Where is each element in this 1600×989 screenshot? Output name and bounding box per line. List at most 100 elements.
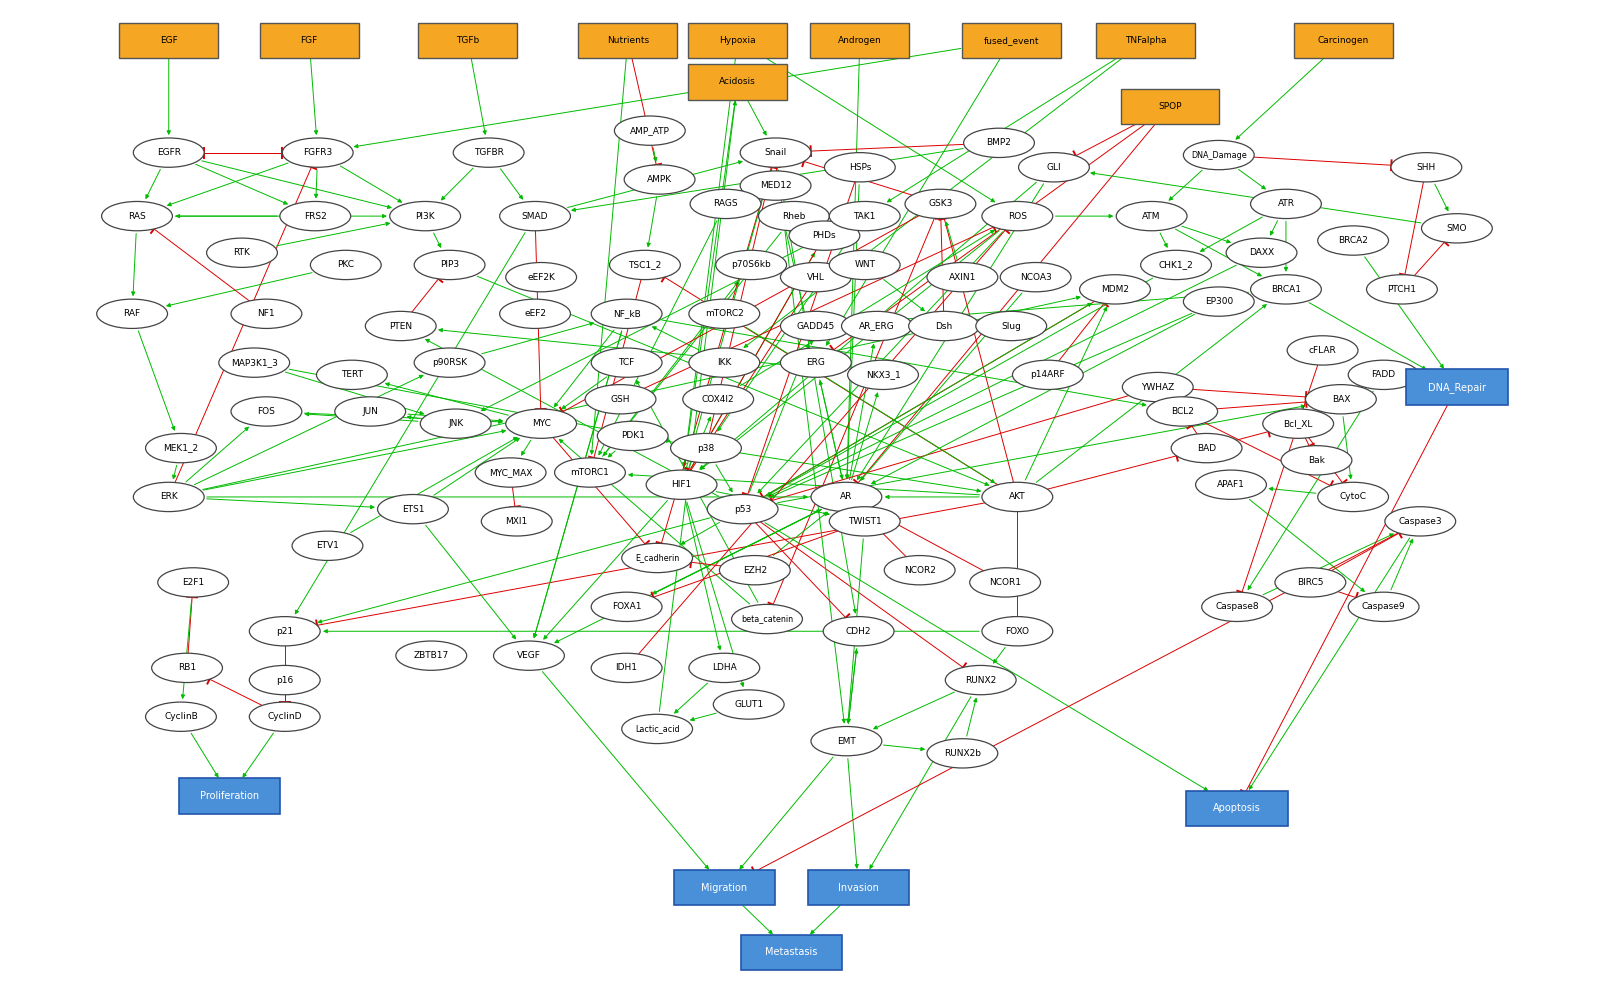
Ellipse shape: [378, 494, 448, 524]
Ellipse shape: [720, 556, 790, 584]
Ellipse shape: [1318, 225, 1389, 255]
Ellipse shape: [885, 556, 955, 584]
Text: SMO: SMO: [1446, 224, 1467, 232]
Text: APAF1: APAF1: [1218, 481, 1245, 490]
Ellipse shape: [1349, 360, 1419, 390]
FancyBboxPatch shape: [259, 23, 358, 58]
Ellipse shape: [1019, 152, 1090, 182]
Ellipse shape: [310, 250, 381, 280]
FancyBboxPatch shape: [688, 23, 787, 58]
Text: Nutrients: Nutrients: [606, 36, 650, 45]
Text: FRS2: FRS2: [304, 212, 326, 221]
Text: Androgen: Androgen: [838, 36, 882, 45]
FancyBboxPatch shape: [810, 23, 909, 58]
Text: p90RSK: p90RSK: [432, 358, 467, 367]
Text: FADD: FADD: [1371, 370, 1395, 380]
Text: TGFBR: TGFBR: [474, 148, 504, 157]
FancyBboxPatch shape: [179, 778, 280, 814]
Text: MYC: MYC: [531, 419, 550, 428]
Text: TNFalpha: TNFalpha: [1125, 36, 1166, 45]
Text: AR: AR: [840, 493, 853, 501]
Ellipse shape: [1171, 433, 1242, 463]
Text: p21: p21: [277, 627, 293, 636]
Text: Hypoxia: Hypoxia: [720, 36, 757, 45]
Ellipse shape: [624, 165, 694, 194]
Text: LDHA: LDHA: [712, 664, 736, 673]
Text: Caspase8: Caspase8: [1216, 602, 1259, 611]
Text: FGF: FGF: [301, 36, 318, 45]
Ellipse shape: [690, 653, 760, 682]
Text: Apoptosis: Apoptosis: [1213, 803, 1261, 813]
Ellipse shape: [622, 543, 693, 573]
Text: EP300: EP300: [1205, 297, 1234, 306]
Text: PKC: PKC: [338, 260, 354, 269]
Ellipse shape: [848, 360, 918, 390]
Text: RAF: RAF: [123, 310, 141, 318]
Ellipse shape: [976, 312, 1046, 340]
Ellipse shape: [926, 262, 998, 292]
Ellipse shape: [1275, 568, 1346, 597]
Text: GSK3: GSK3: [928, 200, 952, 209]
Text: AKT: AKT: [1010, 493, 1026, 501]
Text: PI3K: PI3K: [416, 212, 435, 221]
Ellipse shape: [1117, 202, 1187, 230]
Text: AMPK: AMPK: [646, 175, 672, 184]
Text: BIRC5: BIRC5: [1298, 578, 1323, 586]
Text: TWIST1: TWIST1: [848, 517, 882, 526]
Ellipse shape: [293, 531, 363, 561]
Ellipse shape: [741, 171, 811, 200]
Ellipse shape: [670, 433, 741, 463]
Text: VEGF: VEGF: [517, 651, 541, 661]
Text: EZH2: EZH2: [742, 566, 766, 575]
Text: YWHAZ: YWHAZ: [1141, 383, 1174, 392]
Text: ZBTB17: ZBTB17: [414, 651, 450, 661]
Ellipse shape: [453, 138, 525, 167]
Text: NKX3_1: NKX3_1: [866, 370, 901, 380]
Text: RAGS: RAGS: [714, 200, 738, 209]
Text: BMP2: BMP2: [987, 138, 1011, 147]
Ellipse shape: [811, 483, 882, 511]
Ellipse shape: [781, 348, 851, 377]
Text: Migration: Migration: [701, 882, 747, 893]
Text: PHDs: PHDs: [813, 231, 837, 240]
Text: BAD: BAD: [1197, 444, 1216, 453]
Ellipse shape: [206, 238, 277, 267]
Ellipse shape: [741, 138, 811, 167]
Text: RAS: RAS: [128, 212, 146, 221]
Text: Bcl_XL: Bcl_XL: [1283, 419, 1314, 428]
Ellipse shape: [1141, 250, 1211, 280]
Ellipse shape: [1013, 360, 1083, 390]
Ellipse shape: [926, 739, 998, 768]
Text: MAP3K1_3: MAP3K1_3: [230, 358, 278, 367]
Ellipse shape: [610, 250, 680, 280]
FancyBboxPatch shape: [1096, 23, 1195, 58]
Ellipse shape: [683, 385, 754, 414]
Text: MDM2: MDM2: [1101, 285, 1130, 294]
Text: FOXA1: FOXA1: [611, 602, 642, 611]
Text: COX4I2: COX4I2: [702, 395, 734, 404]
Ellipse shape: [1251, 189, 1322, 219]
FancyBboxPatch shape: [120, 23, 218, 58]
Ellipse shape: [789, 221, 859, 250]
Ellipse shape: [152, 653, 222, 682]
Text: p38: p38: [698, 444, 715, 453]
Text: Rheb: Rheb: [782, 212, 805, 221]
Ellipse shape: [715, 250, 787, 280]
Text: JUN: JUN: [362, 406, 378, 416]
Text: IDH1: IDH1: [616, 664, 638, 673]
Text: BRCA2: BRCA2: [1338, 236, 1368, 245]
FancyBboxPatch shape: [688, 64, 787, 100]
Text: GLI: GLI: [1046, 163, 1061, 172]
Ellipse shape: [1262, 409, 1333, 438]
Ellipse shape: [250, 702, 320, 732]
Text: ERG: ERG: [806, 358, 826, 367]
FancyBboxPatch shape: [1294, 23, 1392, 58]
Ellipse shape: [714, 690, 784, 719]
Text: cFLAR: cFLAR: [1309, 346, 1336, 355]
Ellipse shape: [829, 506, 901, 536]
Text: CyclinB: CyclinB: [165, 712, 198, 721]
Text: CytoC: CytoC: [1339, 493, 1366, 501]
Text: ATR: ATR: [1277, 200, 1294, 209]
Text: Proliferation: Proliferation: [200, 791, 259, 801]
Text: SPOP: SPOP: [1158, 102, 1182, 111]
